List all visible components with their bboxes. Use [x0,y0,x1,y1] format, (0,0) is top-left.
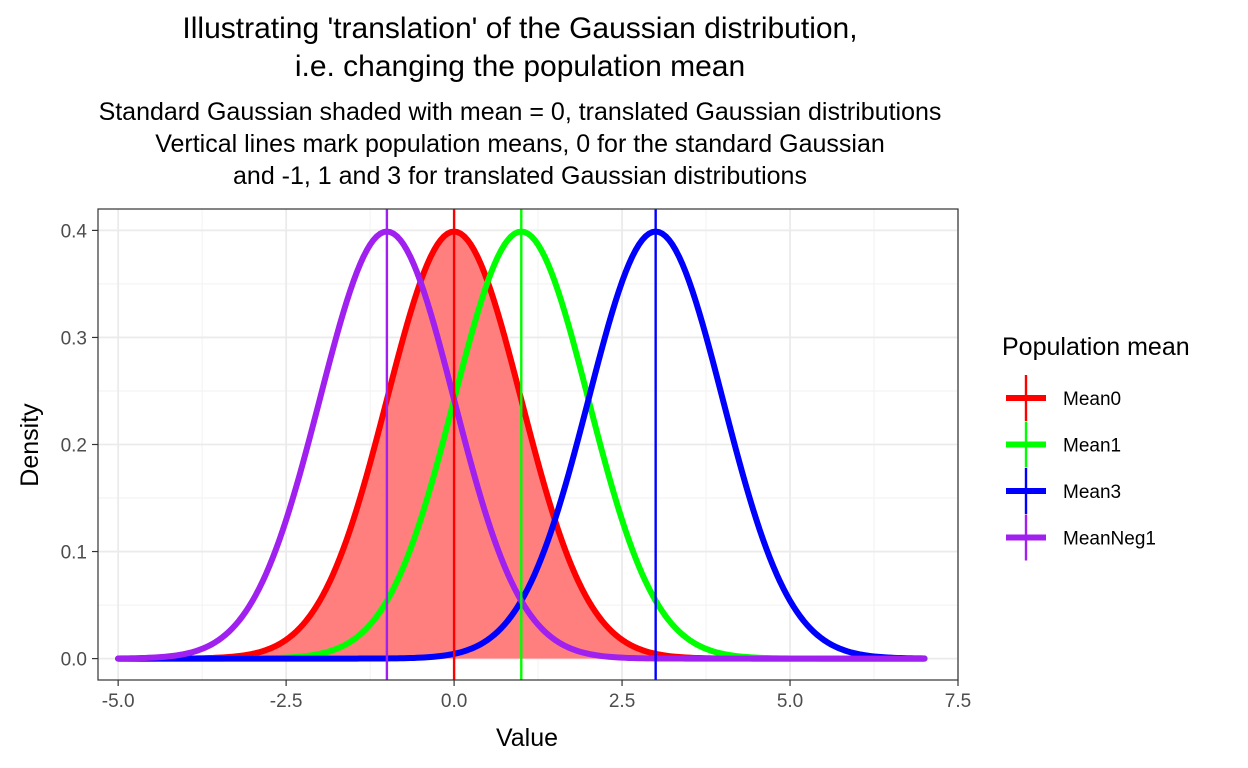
legend-key-mean3 [1006,468,1046,514]
legend-label-mean3: Mean3 [1063,482,1121,503]
chart-subtitle-line-3: and -1, 1 and 3 for translated Gaussian … [233,162,807,190]
y-tick-label: 0.4 [61,221,88,242]
chart-subtitle-line-1: Standard Gaussian shaded with mean = 0, … [98,98,942,126]
x-tick-label: 2.5 [609,691,635,712]
x-tick-label: -2.5 [270,691,303,712]
mean-lines-layer [385,209,657,680]
legend: Population mean Mean0 Mean1 Mean3 MeanNeg1 [1002,333,1190,561]
chart-title-line-2: i.e. changing the population mean [294,50,746,83]
legend-key-mean0 [1006,375,1046,421]
chart-title-line-1: Illustrating 'translation' of the Gaussi… [182,12,858,45]
y-axis-title: Density [16,403,44,487]
legend-key-mean1 [1006,421,1046,468]
y-tick-label: 0.2 [61,436,87,457]
y-tick-label: 0.1 [61,543,87,564]
legend-title: Population mean [1002,333,1190,361]
x-tick-label: 0.0 [441,691,467,712]
axis-layer: -5.0 -2.5 0.0 2.5 5.0 7.5 0.0 0.1 0.2 0.3 0.4 [61,221,972,712]
y-tick-label: 0.3 [61,328,87,349]
x-axis-title: Value [496,724,558,752]
y-tick-label: 0.0 [61,650,87,671]
x-tick-label: -5.0 [102,691,135,712]
legend-label-mean0: Mean0 [1063,389,1121,410]
legend-label-mean1: Mean1 [1063,436,1121,457]
legend-key-meanneg1 [1006,514,1046,561]
chart-subtitle-line-2: Vertical lines mark population means, 0 … [155,130,885,158]
legend-label-meanneg1: MeanNeg1 [1063,529,1156,550]
x-tick-label: 5.0 [777,691,803,712]
x-tick-label: 7.5 [945,691,971,712]
